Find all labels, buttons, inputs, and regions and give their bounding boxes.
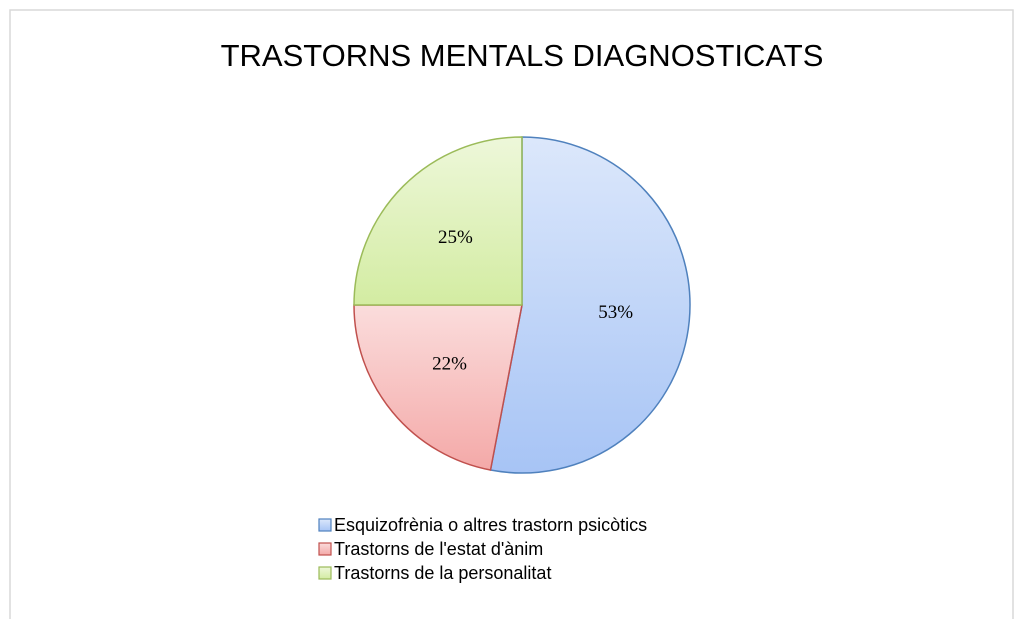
pie-slice: [353, 136, 523, 306]
chart-frame: [9, 9, 1014, 619]
pie-slice: [489, 136, 691, 474]
legend-swatch: [318, 542, 332, 556]
legend-swatch: [318, 566, 332, 580]
legend-swatch: [318, 518, 332, 532]
value-label: 53%: [598, 302, 633, 323]
chart-title: TRASTORNS MENTALS DIAGNOSTICATS: [221, 38, 824, 73]
value-label: 25%: [438, 227, 473, 248]
legend-label: Trastorns de la personalitat: [334, 563, 551, 583]
legend-label: Esquizofrènia o altres trastorn psicòtic…: [334, 515, 647, 535]
legend-label: Trastorns de l'estat d'ànim: [334, 539, 543, 559]
value-label: 22%: [432, 353, 467, 374]
pie-slice: [353, 304, 523, 471]
